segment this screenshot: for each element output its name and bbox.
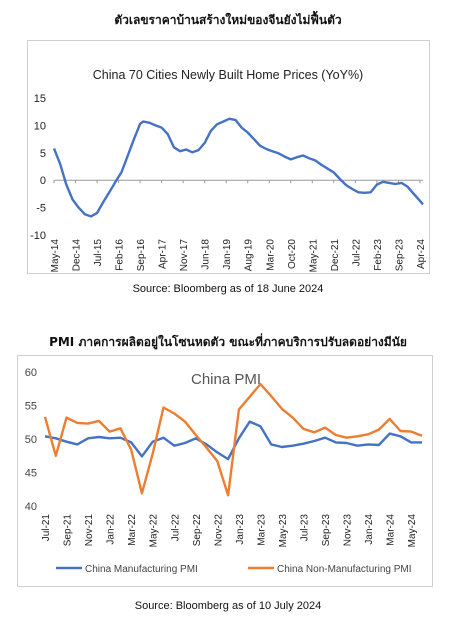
chart2-ytick: 45 xyxy=(25,468,37,480)
chart1-ytick: 0 xyxy=(40,175,46,187)
non-manufacturing-pmi-line xyxy=(43,382,423,497)
chart2-xtick: Nov-21 xyxy=(84,514,95,547)
chart2-xtick: Sep-22 xyxy=(192,514,203,547)
chart2-ytick: 40 xyxy=(25,501,37,513)
chart1-xtick: Aug-19 xyxy=(244,239,255,272)
chart2-xtick: Jan-24 xyxy=(364,514,375,545)
chart2-xtick: Nov-23 xyxy=(343,514,354,547)
chart2-xtick: Sep-23 xyxy=(321,514,332,547)
chart1-xtick: Jul-15 xyxy=(93,239,104,267)
chart1-xtick: May-14 xyxy=(50,239,61,273)
chart2-panel: China PMI 60 55 50 45 40 Jul-21 Sep-21 Nov-21 Jan… xyxy=(17,355,433,587)
chart2-ytick: 55 xyxy=(25,401,37,413)
chart1-ytick: 5 xyxy=(40,148,46,160)
legend-manufacturing-label: China Manufacturing PMI xyxy=(85,564,198,575)
chart1-ytick: -10 xyxy=(30,230,46,242)
chart1-xtick: Sep-16 xyxy=(136,239,147,272)
chart2-xtick: May-22 xyxy=(149,514,160,548)
chart1-xtick: Sep-23 xyxy=(394,239,405,272)
chart1-ytick: 15 xyxy=(34,93,46,105)
chart2-xtick: Mar-24 xyxy=(386,514,397,546)
chart1-heading: ตัวเลขราคาบ้านสร้างใหม่ของจีนยังไม่ฟื้นต… xyxy=(114,13,342,27)
chart2-ytick: 50 xyxy=(25,434,37,446)
chart2-xtick: Jan-22 xyxy=(106,514,117,545)
home-price-chart: China 70 Cities Newly Built Home Prices … xyxy=(30,68,427,273)
chart1-xtick: Feb-23 xyxy=(373,239,384,271)
chart1-xtick: Nov-17 xyxy=(179,239,190,272)
legend-non-manufacturing-label: China Non-Manufacturing PMI xyxy=(277,564,412,575)
chart1-xtick: Dec-21 xyxy=(330,239,341,272)
pmi-chart: China PMI 60 55 50 45 40 Jul-21 Sep-21 Nov-21 Jan… xyxy=(25,367,423,575)
chart2-xtick: May-23 xyxy=(278,514,289,548)
chart1-xtick: Apr-24 xyxy=(416,239,427,269)
chart1-series-line xyxy=(52,117,424,218)
chart1-source: Source: Bloomberg as of 18 June 2024 xyxy=(132,283,324,295)
chart2-xtick: Jan-23 xyxy=(235,514,246,545)
chart1-xtick: Oct-20 xyxy=(287,239,298,269)
chart1-xtick: Jul-22 xyxy=(351,239,362,267)
chart2-xtick: Mar-23 xyxy=(256,514,267,546)
chart1-panel: China 70 Cities Newly Built Home Prices … xyxy=(27,40,430,274)
chart1-xtick: Mar-20 xyxy=(265,239,276,271)
chart2-xtick: Jul-21 xyxy=(41,514,52,542)
chart1-xtick: May-21 xyxy=(308,239,319,273)
chart2-heading: PMI ภาคการผลิตอยู่ในโซนหดตัว ขณะที่ภาคบร… xyxy=(49,335,407,349)
chart2-source: Source: Bloomberg as of 10 July 2024 xyxy=(134,600,322,612)
chart2-xtick: Jul-23 xyxy=(300,514,311,542)
chart1-xtick: Jan-19 xyxy=(222,239,233,270)
chart1-title: China 70 Cities Newly Built Home Prices … xyxy=(93,68,363,82)
chart1-xtick: Dec-14 xyxy=(72,239,83,272)
chart2-xtick: Sep-21 xyxy=(63,514,74,547)
chart1-ytick: 10 xyxy=(34,120,46,132)
chart2-xtick: Mar-22 xyxy=(127,514,138,546)
chart1-ytick: -5 xyxy=(36,203,46,215)
chart2-xtick: May-24 xyxy=(407,514,418,548)
chart2-xtick: Jul-22 xyxy=(170,514,181,542)
chart2-xtick: Nov-22 xyxy=(213,514,224,547)
chart1-xtick: Jun-18 xyxy=(201,239,212,270)
chart1-xtick: Apr-17 xyxy=(158,239,169,269)
chart1-xtick: Feb-16 xyxy=(115,239,126,271)
chart2-title: China PMI xyxy=(191,371,261,388)
chart2-ytick: 60 xyxy=(25,367,37,379)
